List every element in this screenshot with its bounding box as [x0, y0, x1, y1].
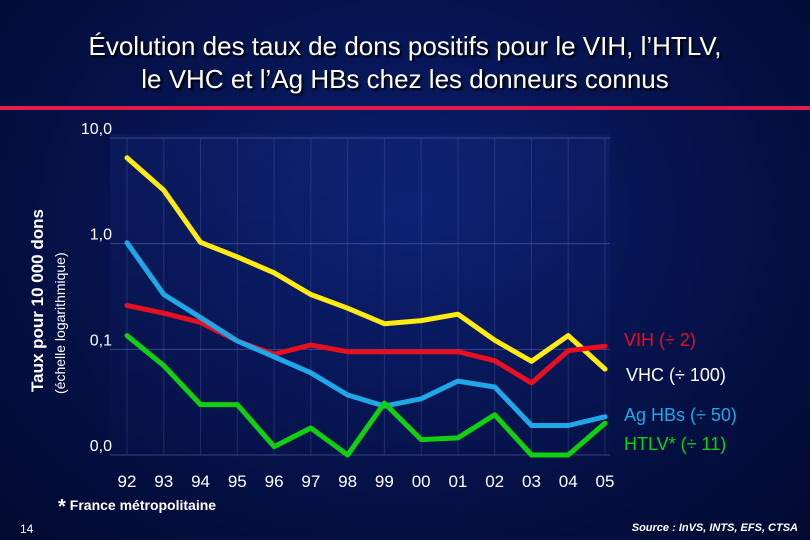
legend-entry-2: Ag HBs (÷ 50) — [624, 405, 737, 425]
y-tick-label: 0,0 — [90, 438, 112, 455]
series-line-1 — [124, 303, 608, 386]
x-tick-label: 01 — [448, 472, 467, 491]
x-tick-label: 04 — [559, 472, 578, 491]
x-tick-label: 02 — [485, 472, 504, 491]
x-tick-labels: 92 93 94 95 96 97 98 99 00 01 02 03 04 05 — [118, 472, 615, 491]
x-tick-label: 00 — [412, 472, 431, 491]
footnote-marker: * — [58, 496, 66, 518]
y-tick-label: 1,0 — [90, 227, 112, 244]
footnote-text: France métropolitaine — [69, 497, 217, 513]
grid — [110, 134, 610, 456]
x-tick-label: 95 — [228, 472, 247, 491]
series-line-3 — [124, 333, 608, 458]
legend-entry-0: VHC (÷ 100) — [626, 365, 726, 385]
source-note: Source : InVS, INTS, EFS, CTSA — [631, 522, 798, 534]
x-tick-label: 98 — [338, 472, 357, 491]
title-underline — [0, 106, 810, 110]
y-tick-label: 10,0 — [81, 121, 112, 138]
legend-entry-1: VIH (÷ 2) — [624, 330, 696, 350]
x-tick-label: 03 — [522, 472, 541, 491]
page-number: 14 — [20, 522, 34, 536]
x-tick-label: 93 — [154, 472, 173, 491]
x-tick-label: 94 — [191, 472, 210, 491]
series-lines — [124, 155, 608, 458]
x-tick-label: 96 — [265, 472, 284, 491]
x-tick-label: 92 — [118, 472, 137, 491]
x-tick-label: 97 — [301, 472, 320, 491]
legend-entry-3: HTLV* (÷ 11) — [624, 434, 726, 454]
legend: VHC (÷ 100) VIH (÷ 2) Ag HBs (÷ 50) HTLV* (… — [624, 330, 737, 454]
plot-background — [110, 134, 610, 455]
footnote: * France métropolitaine — [58, 496, 216, 519]
x-tick-label: 99 — [375, 472, 394, 491]
series-line-2 — [124, 240, 608, 428]
chart-title-line-2: le VHC et l’Ag HBs chez les donneurs con… — [141, 64, 669, 94]
y-tick-label: 0,1 — [90, 332, 112, 349]
series-line-0 — [124, 155, 608, 372]
y-tick-labels: 10,0 1,0 0,1 0,0 — [81, 121, 112, 455]
x-tick-label: 05 — [596, 472, 615, 491]
chart-title-line-1: Évolution des taux de dons positifs pour… — [88, 31, 722, 61]
chart-title: Évolution des taux de dons positifs pour… — [0, 30, 810, 96]
